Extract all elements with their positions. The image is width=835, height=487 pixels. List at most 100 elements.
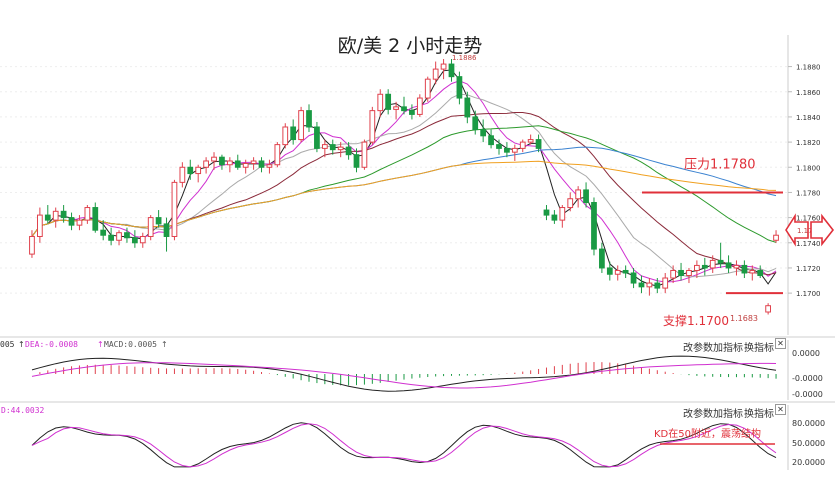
candle-body [219, 156, 225, 166]
candle-body [155, 217, 162, 225]
high-price-label: 1.1886 [452, 54, 477, 62]
chart-title: 欧/美 2 小时走势 [338, 35, 483, 57]
kd-tick: 50.0000 [792, 439, 825, 448]
macd-close-button[interactable]: ✕ [775, 338, 786, 349]
macd-label: MACD:0.0005 [104, 340, 157, 349]
candle-body [385, 93, 392, 110]
candle-body [234, 160, 241, 168]
kd-panel-plot [31, 422, 777, 468]
moving-average-line [31, 93, 777, 278]
candle-body [701, 264, 708, 269]
price-tick-label: 1.1740 [796, 240, 821, 248]
candle-body [100, 229, 107, 236]
candle-body [361, 141, 368, 168]
candle-body [377, 93, 384, 112]
macd-panel-plot [31, 355, 777, 392]
candle-body [456, 76, 463, 99]
candle-body [321, 144, 328, 149]
candle-body [139, 235, 146, 244]
candle-body [654, 282, 661, 289]
candle-body [250, 160, 257, 164]
candle-body [614, 269, 621, 275]
candle-body [226, 160, 233, 166]
candle-body [282, 126, 289, 146]
kd-add-indicator-button[interactable]: 加指标 [713, 409, 743, 420]
candle-body [290, 126, 297, 141]
candle-body [757, 269, 764, 277]
candle-body [124, 232, 130, 239]
candle-body [353, 154, 360, 168]
price-tick-label: 1.1880 [796, 64, 821, 72]
price-tick-label: 1.1760 [796, 215, 821, 223]
kd-tick: 20.0000 [792, 458, 825, 467]
price-tick-label: 1.1840 [796, 114, 821, 122]
candle-body [44, 214, 51, 221]
candle-body [171, 181, 178, 237]
candle-body [345, 146, 352, 156]
candle-body [92, 207, 99, 231]
candle-body [559, 207, 566, 221]
candle-body [52, 210, 59, 221]
candle-body [694, 264, 700, 271]
candle-body [464, 97, 471, 118]
candle-body [488, 135, 494, 146]
arrow-up-icon: ↑ [97, 340, 104, 349]
candle-body [725, 262, 732, 269]
candlesticks [29, 59, 779, 315]
candle-body [638, 282, 645, 288]
candle-body [36, 214, 43, 237]
price-tick-label: 1.1700 [796, 290, 821, 298]
candle-body [274, 144, 281, 166]
candle-body [543, 209, 550, 216]
candle-body [68, 217, 75, 226]
candle-body [709, 259, 716, 269]
candle-body [369, 110, 376, 143]
arrow-up-icon: ↑ [161, 340, 168, 349]
candle-body [258, 160, 265, 168]
price-tick-label: 1.1860 [796, 89, 821, 97]
candle-body [472, 116, 479, 131]
kd-d-line [31, 423, 777, 468]
macd-switch-indicator-button[interactable]: 换指标 [744, 343, 774, 354]
candle-body [646, 282, 653, 288]
candle-body [76, 219, 83, 226]
moving-average-line [31, 160, 777, 237]
macd-add-indicator-button[interactable]: 加指标 [713, 343, 743, 354]
candle-body [606, 267, 613, 275]
kd-close-button[interactable]: ✕ [775, 404, 786, 415]
dea-label: DEA:-0.0008 [25, 340, 78, 349]
macd-change-params-button[interactable]: 改参数 [683, 343, 713, 354]
price-tick-label: 1.1720 [796, 265, 821, 273]
candle-body [686, 269, 692, 277]
macd-tick: 0.0000 [792, 349, 820, 358]
price-tick-label: 1.1820 [796, 139, 821, 147]
candle-body [567, 198, 574, 209]
candle-body [591, 202, 597, 250]
candle-body [211, 156, 217, 162]
candle-body [298, 110, 304, 141]
macd-dea-line [31, 362, 777, 389]
candle-body [551, 214, 558, 221]
candle-body [60, 210, 67, 219]
kd-switch-indicator-button[interactable]: 换指标 [744, 409, 774, 420]
candle-body [448, 63, 455, 78]
candle-body [329, 144, 336, 151]
candle-body [195, 166, 202, 175]
candle-body [630, 272, 637, 284]
candle-body [765, 305, 772, 313]
candle-body [749, 269, 756, 274]
candle-body [717, 259, 724, 264]
candle-body [424, 78, 431, 99]
candle-body [678, 269, 684, 277]
candle-body [432, 68, 439, 80]
candle-body [511, 147, 518, 153]
kd-change-params-button[interactable]: 改参数 [683, 409, 713, 420]
kd-k-line [31, 422, 777, 468]
price-tick-label: 1.1780 [796, 189, 821, 197]
arrow-up-icon: ↑ [18, 340, 25, 349]
candle-body [670, 269, 677, 279]
candle-body [163, 223, 170, 237]
low-price-label: 1.1683 [730, 314, 758, 323]
